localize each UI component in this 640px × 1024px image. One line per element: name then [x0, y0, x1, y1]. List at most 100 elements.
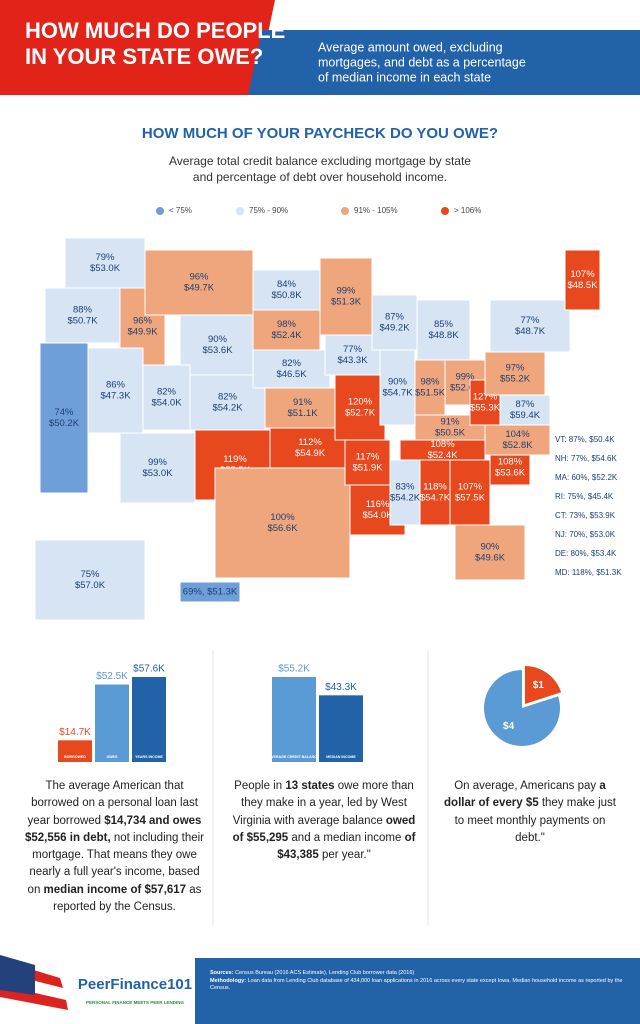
state-label: 108%	[430, 439, 455, 450]
bar-value-label: $55.2K	[278, 664, 310, 675]
state-label: $48.5K	[567, 280, 598, 291]
footer-bg	[195, 958, 640, 1024]
state	[252, 269, 321, 311]
caption: People in 13 states owe more than they m…	[228, 778, 420, 864]
bar-value-label: $14.7K	[59, 727, 91, 738]
state	[324, 334, 381, 376]
state-label: $50.2K	[49, 418, 80, 429]
bar	[272, 677, 316, 762]
state-label: $53.6K	[202, 345, 233, 356]
caption-text: Loan data from Lending Club database of …	[210, 977, 623, 992]
bar-category-label: BORROWED	[64, 755, 86, 759]
bar-value-label: $57.6K	[133, 664, 165, 675]
state-label: 83%	[395, 482, 415, 493]
state	[87, 347, 144, 434]
source-line: Methodology: Loan data from Lending Club…	[210, 978, 630, 993]
state-label: $55.3K	[470, 403, 501, 414]
state-label: 116%	[366, 499, 390, 510]
state-label: 82%	[218, 392, 238, 403]
caption-text: of $43,385	[277, 831, 416, 861]
bar	[319, 695, 363, 762]
state	[142, 364, 191, 431]
state-label: $49.9K	[127, 327, 158, 338]
state-label: 99%	[336, 286, 356, 297]
state	[414, 359, 446, 416]
side-list-item: MA: 60%, $52.2K	[555, 473, 618, 482]
flag	[0, 955, 80, 1024]
state-label: $50.5K	[435, 428, 466, 439]
legend-label: 91% - 105%	[354, 206, 398, 215]
state-label: 90%	[480, 542, 500, 553]
state-label: 99%	[148, 457, 168, 468]
header-subtitle: mortgages, and debt as a percentage	[318, 55, 526, 69]
pie-label: $4	[503, 721, 515, 732]
state-label: 75%	[80, 569, 100, 580]
side-list-item: MD: 118%, $51.3K	[555, 568, 622, 577]
state-label: $53.6K	[495, 468, 526, 479]
logo: PeerFinance101	[78, 976, 192, 993]
state-label: $55.2K	[500, 374, 531, 385]
bar-value-label: $43.3K	[325, 682, 357, 693]
legend-label: < 75%	[169, 206, 192, 215]
caption-text: On average, Americans pay	[454, 780, 600, 792]
header-subtitle: of median income in each state	[318, 70, 491, 84]
state-label: 85%	[434, 319, 454, 330]
section-subtitle: Average total credit balance excluding m…	[169, 154, 471, 168]
state-label: $59.4K	[510, 410, 541, 421]
state-label: 120%	[348, 397, 373, 408]
state-label: $49.7K	[184, 283, 215, 294]
header-title: HOW MUCH DO PEOPLE	[25, 18, 285, 43]
caption-text: they make just to meet monthly payments …	[454, 797, 616, 844]
state-label: $50.8K	[271, 290, 302, 301]
state	[334, 374, 386, 441]
state	[416, 299, 471, 361]
state-label: $52.6K	[450, 383, 481, 394]
state	[64, 237, 146, 289]
state-label: 104%	[505, 429, 530, 440]
pie-label: $1	[533, 680, 545, 691]
state-label: 84%	[277, 279, 297, 290]
state-label: $43.3K	[337, 355, 368, 366]
caption-text: per year."	[318, 849, 371, 861]
state-label: 79%	[95, 252, 115, 263]
state-label: $49.2K	[379, 323, 410, 334]
state-label: 96%	[189, 272, 209, 283]
state-label: 82%	[157, 387, 177, 398]
caption-text: a dollar of every $5	[444, 780, 606, 810]
header-title: IN YOUR STATE OWE?	[25, 44, 263, 69]
state	[499, 394, 551, 426]
caption-text: 13 states	[285, 780, 335, 792]
state-label: 74%	[54, 407, 74, 418]
caption-text: not including their mortgage. That means…	[27, 831, 204, 896]
state-label: $56.6K	[267, 523, 298, 534]
state	[39, 342, 89, 494]
state-label: $54.7K	[382, 388, 413, 399]
state-label: 100%	[270, 512, 295, 523]
state-label: $49.6K	[475, 553, 506, 564]
caption-text: Methodology:	[210, 977, 247, 984]
side-list-item: NH: 77%, $54.6K	[555, 454, 617, 463]
state	[389, 459, 421, 526]
state-label: 99%	[455, 372, 475, 383]
state-label: $50.7K	[67, 316, 98, 327]
state-label: 127%	[473, 392, 498, 403]
state-label: $52.4K	[271, 330, 302, 341]
state-label: $54.0K	[151, 398, 182, 409]
state-label: $48.8K	[428, 330, 459, 341]
logo-bg	[75, 963, 195, 1013]
state-label: $53.0K	[142, 468, 173, 479]
state-label: $57.0K	[75, 580, 106, 591]
side-list-item: RI: 75%, $45.4K	[555, 492, 614, 501]
bar-value-label: $52.5K	[96, 671, 128, 682]
caption-text: median income of $57,617	[43, 883, 187, 896]
state	[454, 524, 526, 581]
state	[144, 249, 254, 316]
state-label: $54.0K	[362, 510, 393, 521]
state-label: 86%	[106, 380, 126, 391]
caption-text: People in	[234, 780, 286, 792]
side-list-item: DE: 80%, $53.4K	[555, 549, 617, 558]
bar	[132, 677, 166, 762]
state-label: 90%	[208, 334, 228, 345]
state-label: 112%	[298, 437, 322, 448]
